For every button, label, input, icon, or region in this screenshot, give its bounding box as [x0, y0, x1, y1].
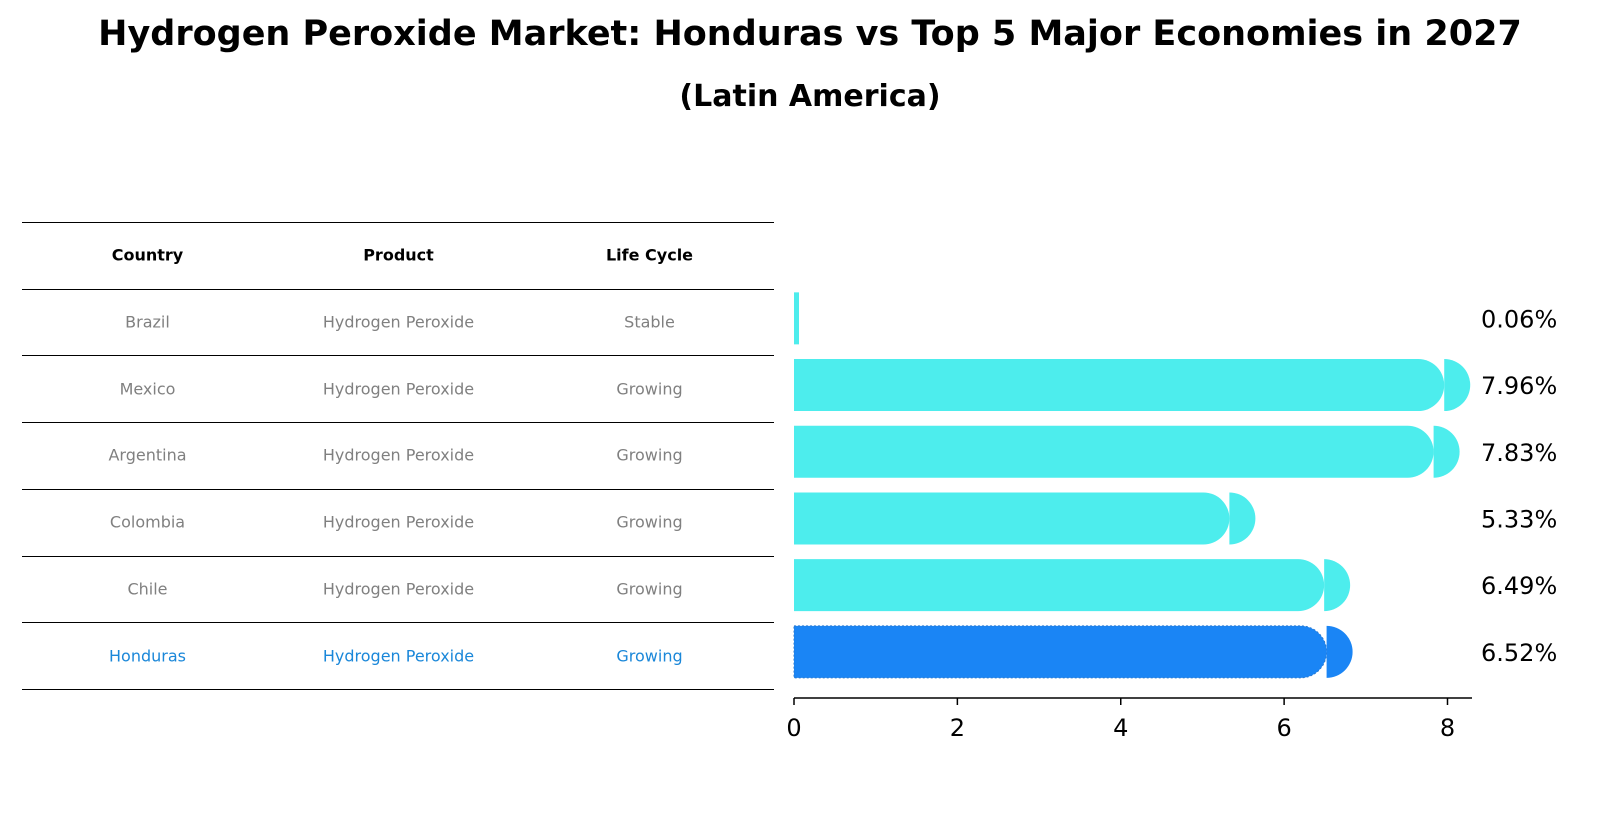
table-cell-life-cycle: Growing	[616, 512, 683, 532]
bar-colombia	[794, 492, 1230, 545]
bar-argentina	[794, 425, 1434, 478]
table-cell-product: Hydrogen Peroxide	[322, 579, 475, 599]
table-cell-country: Honduras	[109, 646, 186, 666]
x-tick-label: 2	[950, 714, 965, 742]
table-cell-product: Hydrogen Peroxide	[322, 646, 475, 666]
table-cell-product: Hydrogen Peroxide	[322, 445, 475, 465]
x-tick-label: 6	[1276, 714, 1291, 742]
table-divider	[22, 488, 774, 490]
bar-cap	[1444, 359, 1471, 412]
chart-subtitle: (Latin America)	[679, 79, 941, 114]
x-tick-label: 0	[786, 714, 801, 742]
bar-cap	[1433, 425, 1460, 478]
bar-chile	[794, 559, 1325, 612]
bar-cap	[1229, 492, 1256, 545]
table-divider	[22, 422, 774, 424]
bar-value-label: 5.33%	[1481, 505, 1557, 533]
table-cell-life-cycle: Growing	[616, 579, 683, 599]
x-tick-label: 4	[1113, 714, 1128, 742]
bar-value-label: 6.52%	[1481, 639, 1557, 667]
table-cell-life-cycle: Growing	[616, 379, 683, 399]
bar-mexico	[794, 359, 1445, 412]
table-cell-product: Hydrogen Peroxide	[322, 312, 475, 332]
table-cell-country: Chile	[127, 579, 168, 599]
bar-value-label: 6.49%	[1481, 572, 1557, 600]
bar-brazil	[794, 292, 799, 345]
table-cell-country: Argentina	[108, 445, 187, 465]
table-header-cell: Life Cycle	[605, 245, 694, 265]
table-cell-life-cycle: Growing	[616, 445, 683, 465]
table-cell-life-cycle: Stable	[624, 312, 675, 332]
table-divider	[22, 222, 774, 223]
x-tick-label: 8	[1440, 714, 1455, 742]
table-cell-country: Mexico	[119, 379, 176, 399]
table-divider	[22, 355, 774, 357]
bar-honduras	[793, 625, 1328, 679]
table-cell-life-cycle: Growing	[616, 646, 683, 666]
table-header-cell: Product	[363, 245, 434, 265]
bar-value-label: 0.06%	[1481, 305, 1557, 333]
table-cell-product: Hydrogen Peroxide	[322, 512, 475, 532]
table-divider	[22, 622, 774, 624]
bar-value-label: 7.83%	[1481, 439, 1557, 467]
bar-cap	[1326, 625, 1353, 678]
table-divider	[22, 688, 774, 690]
bar-cap	[1324, 559, 1351, 612]
chart-title: Hydrogen Peroxide Market: Honduras vs To…	[98, 14, 1522, 54]
table-divider	[22, 288, 774, 290]
table-header-cell: Country	[111, 245, 184, 265]
bar-value-label: 7.96%	[1481, 372, 1557, 400]
table-cell-country: Colombia	[109, 512, 186, 532]
table-divider	[22, 555, 774, 557]
table-cell-country: Brazil	[125, 312, 170, 332]
table-cell-product: Hydrogen Peroxide	[322, 379, 475, 399]
